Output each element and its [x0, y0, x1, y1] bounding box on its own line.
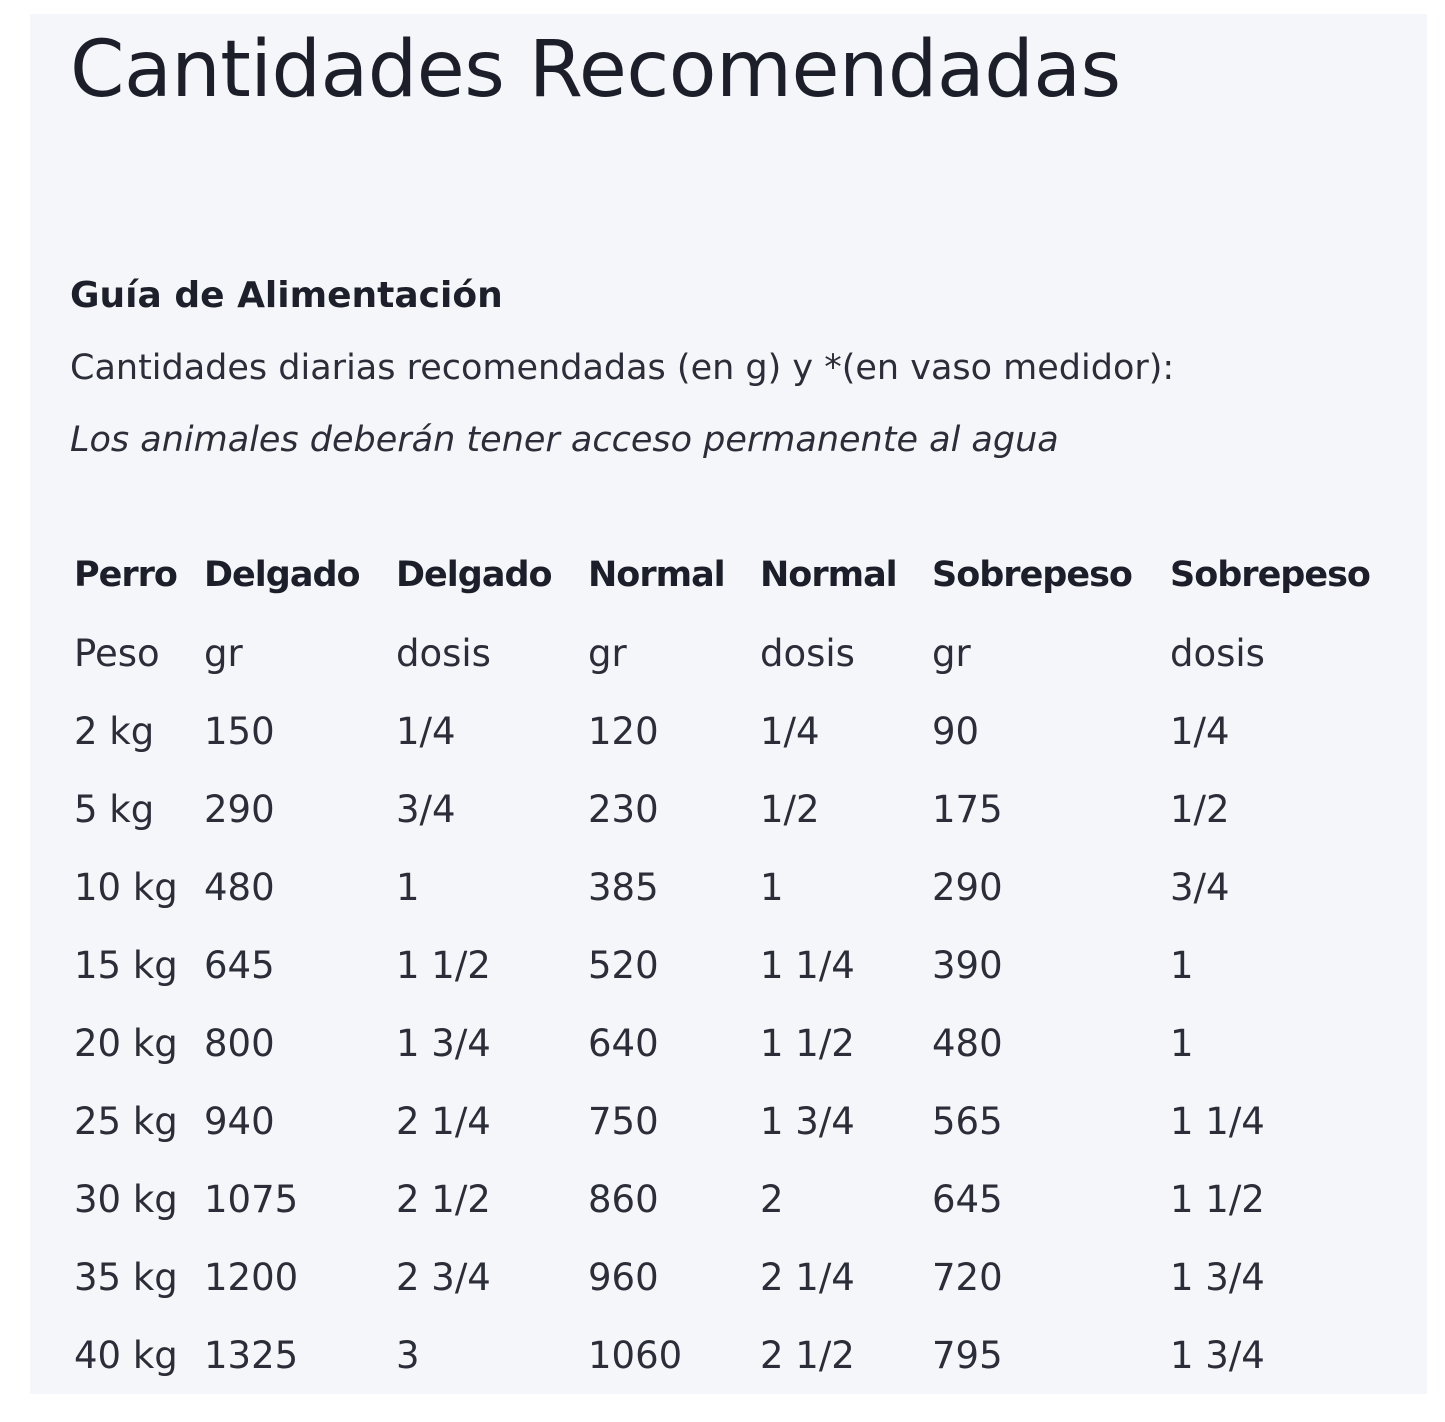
table-cell: 230	[588, 787, 659, 831]
table-cell: 960	[588, 1255, 659, 1299]
table-cell: 1200	[204, 1255, 299, 1299]
table-cell: 90	[932, 709, 980, 753]
table-cell: 1 1/2	[396, 943, 491, 987]
page-title: Cantidades Recomendadas	[70, 25, 1121, 115]
table-cell: 1 1/2	[760, 1021, 855, 1065]
table-cell: 290	[204, 787, 275, 831]
table-cell: 1/4	[760, 709, 820, 753]
table-cell: 35 kg	[74, 1255, 178, 1299]
table-cell: 1 3/4	[1170, 1333, 1265, 1377]
table-cell: 565	[932, 1099, 1003, 1143]
table-row: 20 kg 800 1 3/4 640 1 1/2 480 1	[70, 1004, 1390, 1082]
table-cell: 480	[204, 865, 275, 909]
table-cell: dosis	[396, 631, 491, 675]
table-cell: 1 3/4	[396, 1021, 491, 1065]
table-cell: 120	[588, 709, 659, 753]
table-cell: 940	[204, 1099, 275, 1143]
table-cell: 2 3/4	[396, 1255, 491, 1299]
table-row: 35 kg 1200 2 3/4 960 2 1/4 720 1 3/4	[70, 1238, 1390, 1316]
table-cell: dosis	[760, 631, 855, 675]
table-cell: 3	[396, 1333, 420, 1377]
table-cell: 1060	[588, 1333, 683, 1377]
feeding-table: Perro Delgado Delgado Normal Normal Sobr…	[70, 536, 1390, 1394]
table-cell: 2 1/4	[396, 1099, 491, 1143]
table-cell: 795	[932, 1333, 1003, 1377]
header-overweight-dose: Sobrepeso	[1170, 555, 1371, 595]
header-overweight-grams: Sobrepeso	[932, 555, 1133, 595]
feeding-guide-panel: Cantidades Recomendadas Guía de Alimenta…	[30, 14, 1427, 1394]
table-cell: 2 1/2	[396, 1177, 491, 1221]
table-cell: gr	[932, 631, 971, 675]
table-cell: gr	[204, 631, 243, 675]
table-cell: 645	[204, 943, 275, 987]
table-cell: 520	[588, 943, 659, 987]
table-cell: 20 kg	[74, 1021, 178, 1065]
table-cell: gr	[588, 631, 627, 675]
table-cell: 1 1/4	[760, 943, 855, 987]
header-thin-dose: Delgado	[396, 555, 553, 595]
water-access-note: Los animales deberán tener acceso perman…	[70, 420, 1059, 460]
table-cell: 1325	[204, 1333, 299, 1377]
table-cell: 800	[204, 1021, 275, 1065]
table-cell: 1 1/2	[1170, 1177, 1265, 1221]
table-cell: 1	[1170, 943, 1194, 987]
table-cell: 2 1/2	[760, 1333, 855, 1377]
table-row: 30 kg 1075 2 1/2 860 2 645 1 1/2	[70, 1160, 1390, 1238]
table-cell: 640	[588, 1021, 659, 1065]
feeding-guide-heading: Guía de Alimentación	[70, 275, 503, 316]
table-cell: 1/2	[760, 787, 820, 831]
table-cell: 40 kg	[74, 1333, 178, 1377]
table-cell: 720	[932, 1255, 1003, 1299]
table-cell: 1 1/4	[1170, 1099, 1265, 1143]
table-row: 10 kg 480 1 385 1 290 3/4	[70, 848, 1390, 926]
table-cell: 290	[932, 865, 1003, 909]
table-cell: 150	[204, 709, 275, 753]
table-cell: 1 3/4	[760, 1099, 855, 1143]
table-cell: 1075	[204, 1177, 299, 1221]
table-cell: 3/4	[396, 787, 456, 831]
table-cell: 25 kg	[74, 1099, 178, 1143]
table-cell: 390	[932, 943, 1003, 987]
table-row: 25 kg 940 2 1/4 750 1 3/4 565 1 1/4	[70, 1082, 1390, 1160]
table-cell: 2	[760, 1177, 784, 1221]
table-cell: 30 kg	[74, 1177, 178, 1221]
table-cell: 15 kg	[74, 943, 178, 987]
table-cell: 1	[396, 865, 420, 909]
table-row: Peso gr dosis gr dosis gr dosis	[70, 614, 1390, 692]
table-row: 2 kg 150 1/4 120 1/4 90 1/4	[70, 692, 1390, 770]
table-cell: Peso	[74, 631, 160, 675]
table-cell: dosis	[1170, 631, 1265, 675]
table-cell: 1 3/4	[1170, 1255, 1265, 1299]
table-cell: 10 kg	[74, 865, 178, 909]
table-cell: 2 kg	[74, 709, 155, 753]
table-cell: 3/4	[1170, 865, 1230, 909]
table-row: 5 kg 290 3/4 230 1/2 175 1/2	[70, 770, 1390, 848]
table-cell: 1/4	[396, 709, 456, 753]
table-cell: 1	[760, 865, 784, 909]
table-row: 15 kg 645 1 1/2 520 1 1/4 390 1	[70, 926, 1390, 1004]
table-cell: 645	[932, 1177, 1003, 1221]
header-normal-dose: Normal	[760, 555, 898, 595]
table-cell: 2 1/4	[760, 1255, 855, 1299]
table-cell: 385	[588, 865, 659, 909]
table-cell: 860	[588, 1177, 659, 1221]
table-cell: 480	[932, 1021, 1003, 1065]
table-cell: 1/4	[1170, 709, 1230, 753]
table-cell: 1/2	[1170, 787, 1230, 831]
table-cell: 5 kg	[74, 787, 155, 831]
table-header-row: Perro Delgado Delgado Normal Normal Sobr…	[70, 536, 1390, 614]
header-normal-grams: Normal	[588, 555, 726, 595]
header-thin-grams: Delgado	[204, 555, 361, 595]
table-cell: 175	[932, 787, 1003, 831]
table-row: 40 kg 1325 3 1060 2 1/2 795 1 3/4	[70, 1316, 1390, 1394]
daily-amounts-description: Cantidades diarias recomendadas (en g) y…	[70, 348, 1175, 388]
table-cell: 750	[588, 1099, 659, 1143]
header-dog: Perro	[74, 555, 178, 595]
table-cell: 1	[1170, 1021, 1194, 1065]
